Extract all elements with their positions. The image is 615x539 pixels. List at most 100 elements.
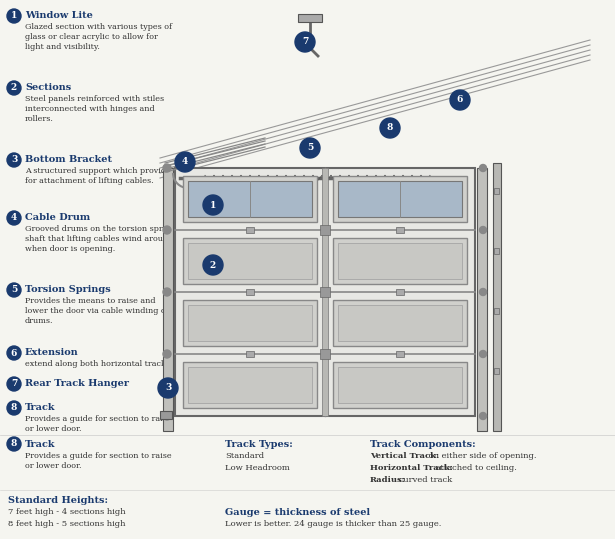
Bar	[333, 362, 467, 408]
Text: on either side of opening.: on either side of opening.	[426, 452, 536, 460]
Bar	[396, 351, 404, 357]
Text: Window Lite: Window Lite	[25, 11, 93, 20]
Circle shape	[7, 283, 21, 297]
Bar	[246, 227, 254, 233]
Bar	[493, 163, 501, 431]
Text: 7 feet high - 4 sections high: 7 feet high - 4 sections high	[8, 508, 125, 516]
Text: Rear Track Hanger: Rear Track Hanger	[25, 379, 129, 388]
Text: Provides the means to raise and
lower the door via cable winding on
drums.: Provides the means to raise and lower th…	[25, 297, 171, 325]
Bar	[188, 181, 312, 217]
Text: Lower is better. 24 gauge is thicker than 25 gauge.: Lower is better. 24 gauge is thicker tha…	[225, 520, 442, 528]
Text: Provides a guide for section to raise
or lower door.: Provides a guide for section to raise or…	[25, 415, 172, 433]
Bar	[188, 243, 312, 279]
Text: extend along both horizontal tracks: extend along both horizontal tracks	[25, 360, 170, 368]
Text: 8: 8	[387, 123, 393, 133]
Bar	[333, 238, 467, 284]
Text: Horizontal Track:: Horizontal Track:	[370, 464, 453, 472]
Text: Bottom Bracket: Bottom Bracket	[25, 155, 112, 164]
Text: 8 feet high - 5 sections high: 8 feet high - 5 sections high	[8, 520, 125, 528]
Text: 4: 4	[11, 213, 17, 223]
Bar	[320, 349, 330, 359]
Bar	[338, 181, 462, 217]
Circle shape	[480, 412, 486, 419]
Bar	[160, 411, 172, 419]
Circle shape	[7, 377, 21, 391]
Circle shape	[7, 153, 21, 167]
Bar	[338, 305, 462, 341]
Circle shape	[7, 9, 21, 23]
Text: 6: 6	[11, 349, 17, 357]
Text: Sections: Sections	[25, 83, 71, 92]
Circle shape	[203, 255, 223, 275]
Text: Gauge = thickness of steel: Gauge = thickness of steel	[225, 508, 370, 517]
Bar	[322, 168, 328, 416]
Circle shape	[450, 90, 470, 110]
Bar	[321, 289, 329, 295]
Text: 8: 8	[11, 404, 17, 412]
Bar	[333, 300, 467, 346]
Text: Extension: Extension	[25, 348, 79, 357]
Circle shape	[163, 288, 171, 296]
Text: 7: 7	[302, 38, 308, 46]
Bar	[333, 176, 467, 222]
Text: 5: 5	[307, 143, 313, 153]
Circle shape	[480, 288, 486, 295]
Text: 8: 8	[11, 439, 17, 448]
Circle shape	[163, 164, 171, 172]
Circle shape	[7, 81, 21, 95]
Bar	[338, 181, 462, 217]
Text: 6: 6	[457, 95, 463, 105]
Circle shape	[7, 437, 21, 451]
Circle shape	[158, 378, 178, 398]
Text: Track Components:: Track Components:	[370, 440, 475, 449]
Circle shape	[163, 350, 171, 358]
Circle shape	[380, 118, 400, 138]
Bar	[246, 289, 254, 295]
Bar	[188, 367, 312, 403]
Circle shape	[300, 138, 320, 158]
Circle shape	[480, 350, 486, 357]
Text: curved track: curved track	[396, 476, 452, 484]
Bar	[183, 176, 317, 222]
Circle shape	[7, 211, 21, 225]
Text: A structured support which provides
for attachment of lifting cables.: A structured support which provides for …	[25, 167, 175, 185]
Bar	[396, 227, 404, 233]
Bar	[494, 248, 499, 254]
Text: 2: 2	[11, 84, 17, 93]
Bar	[188, 181, 312, 217]
Text: Track Types:: Track Types:	[225, 440, 293, 449]
Bar	[396, 289, 404, 295]
Text: Radius:: Radius:	[370, 476, 406, 484]
Bar	[246, 351, 254, 357]
Text: attached to ceiling.: attached to ceiling.	[433, 464, 517, 472]
Text: 2: 2	[210, 260, 216, 270]
Text: Low Headroom: Low Headroom	[225, 464, 290, 472]
Text: Track: Track	[25, 440, 55, 449]
Bar	[494, 188, 499, 194]
Bar	[320, 225, 330, 235]
Circle shape	[7, 346, 21, 360]
Bar	[183, 362, 317, 408]
Text: 3: 3	[165, 384, 171, 392]
Circle shape	[295, 32, 315, 52]
Bar	[321, 351, 329, 357]
Text: 4: 4	[182, 157, 188, 167]
Bar	[175, 168, 475, 416]
Circle shape	[175, 152, 195, 172]
Text: 1: 1	[11, 11, 17, 20]
Bar	[494, 308, 499, 314]
Bar	[477, 168, 487, 431]
Text: Steel panels reinforced with stiles
interconnected with hinges and
rollers.: Steel panels reinforced with stiles inte…	[25, 95, 164, 123]
Bar	[338, 367, 462, 403]
Bar	[183, 300, 317, 346]
Text: Vertical Track:: Vertical Track:	[370, 452, 439, 460]
Text: Glazed section with various types of
glass or clear acrylic to allow for
light a: Glazed section with various types of gla…	[25, 23, 172, 51]
Bar	[338, 243, 462, 279]
Bar	[163, 168, 173, 431]
Bar	[183, 238, 317, 284]
Circle shape	[163, 226, 171, 234]
Circle shape	[480, 226, 486, 233]
Text: Grooved drums on the torsion spring
shaft that lifting cables wind around
when d: Grooved drums on the torsion spring shaf…	[25, 225, 176, 253]
Text: Track: Track	[25, 403, 55, 412]
Text: Standard: Standard	[225, 452, 264, 460]
